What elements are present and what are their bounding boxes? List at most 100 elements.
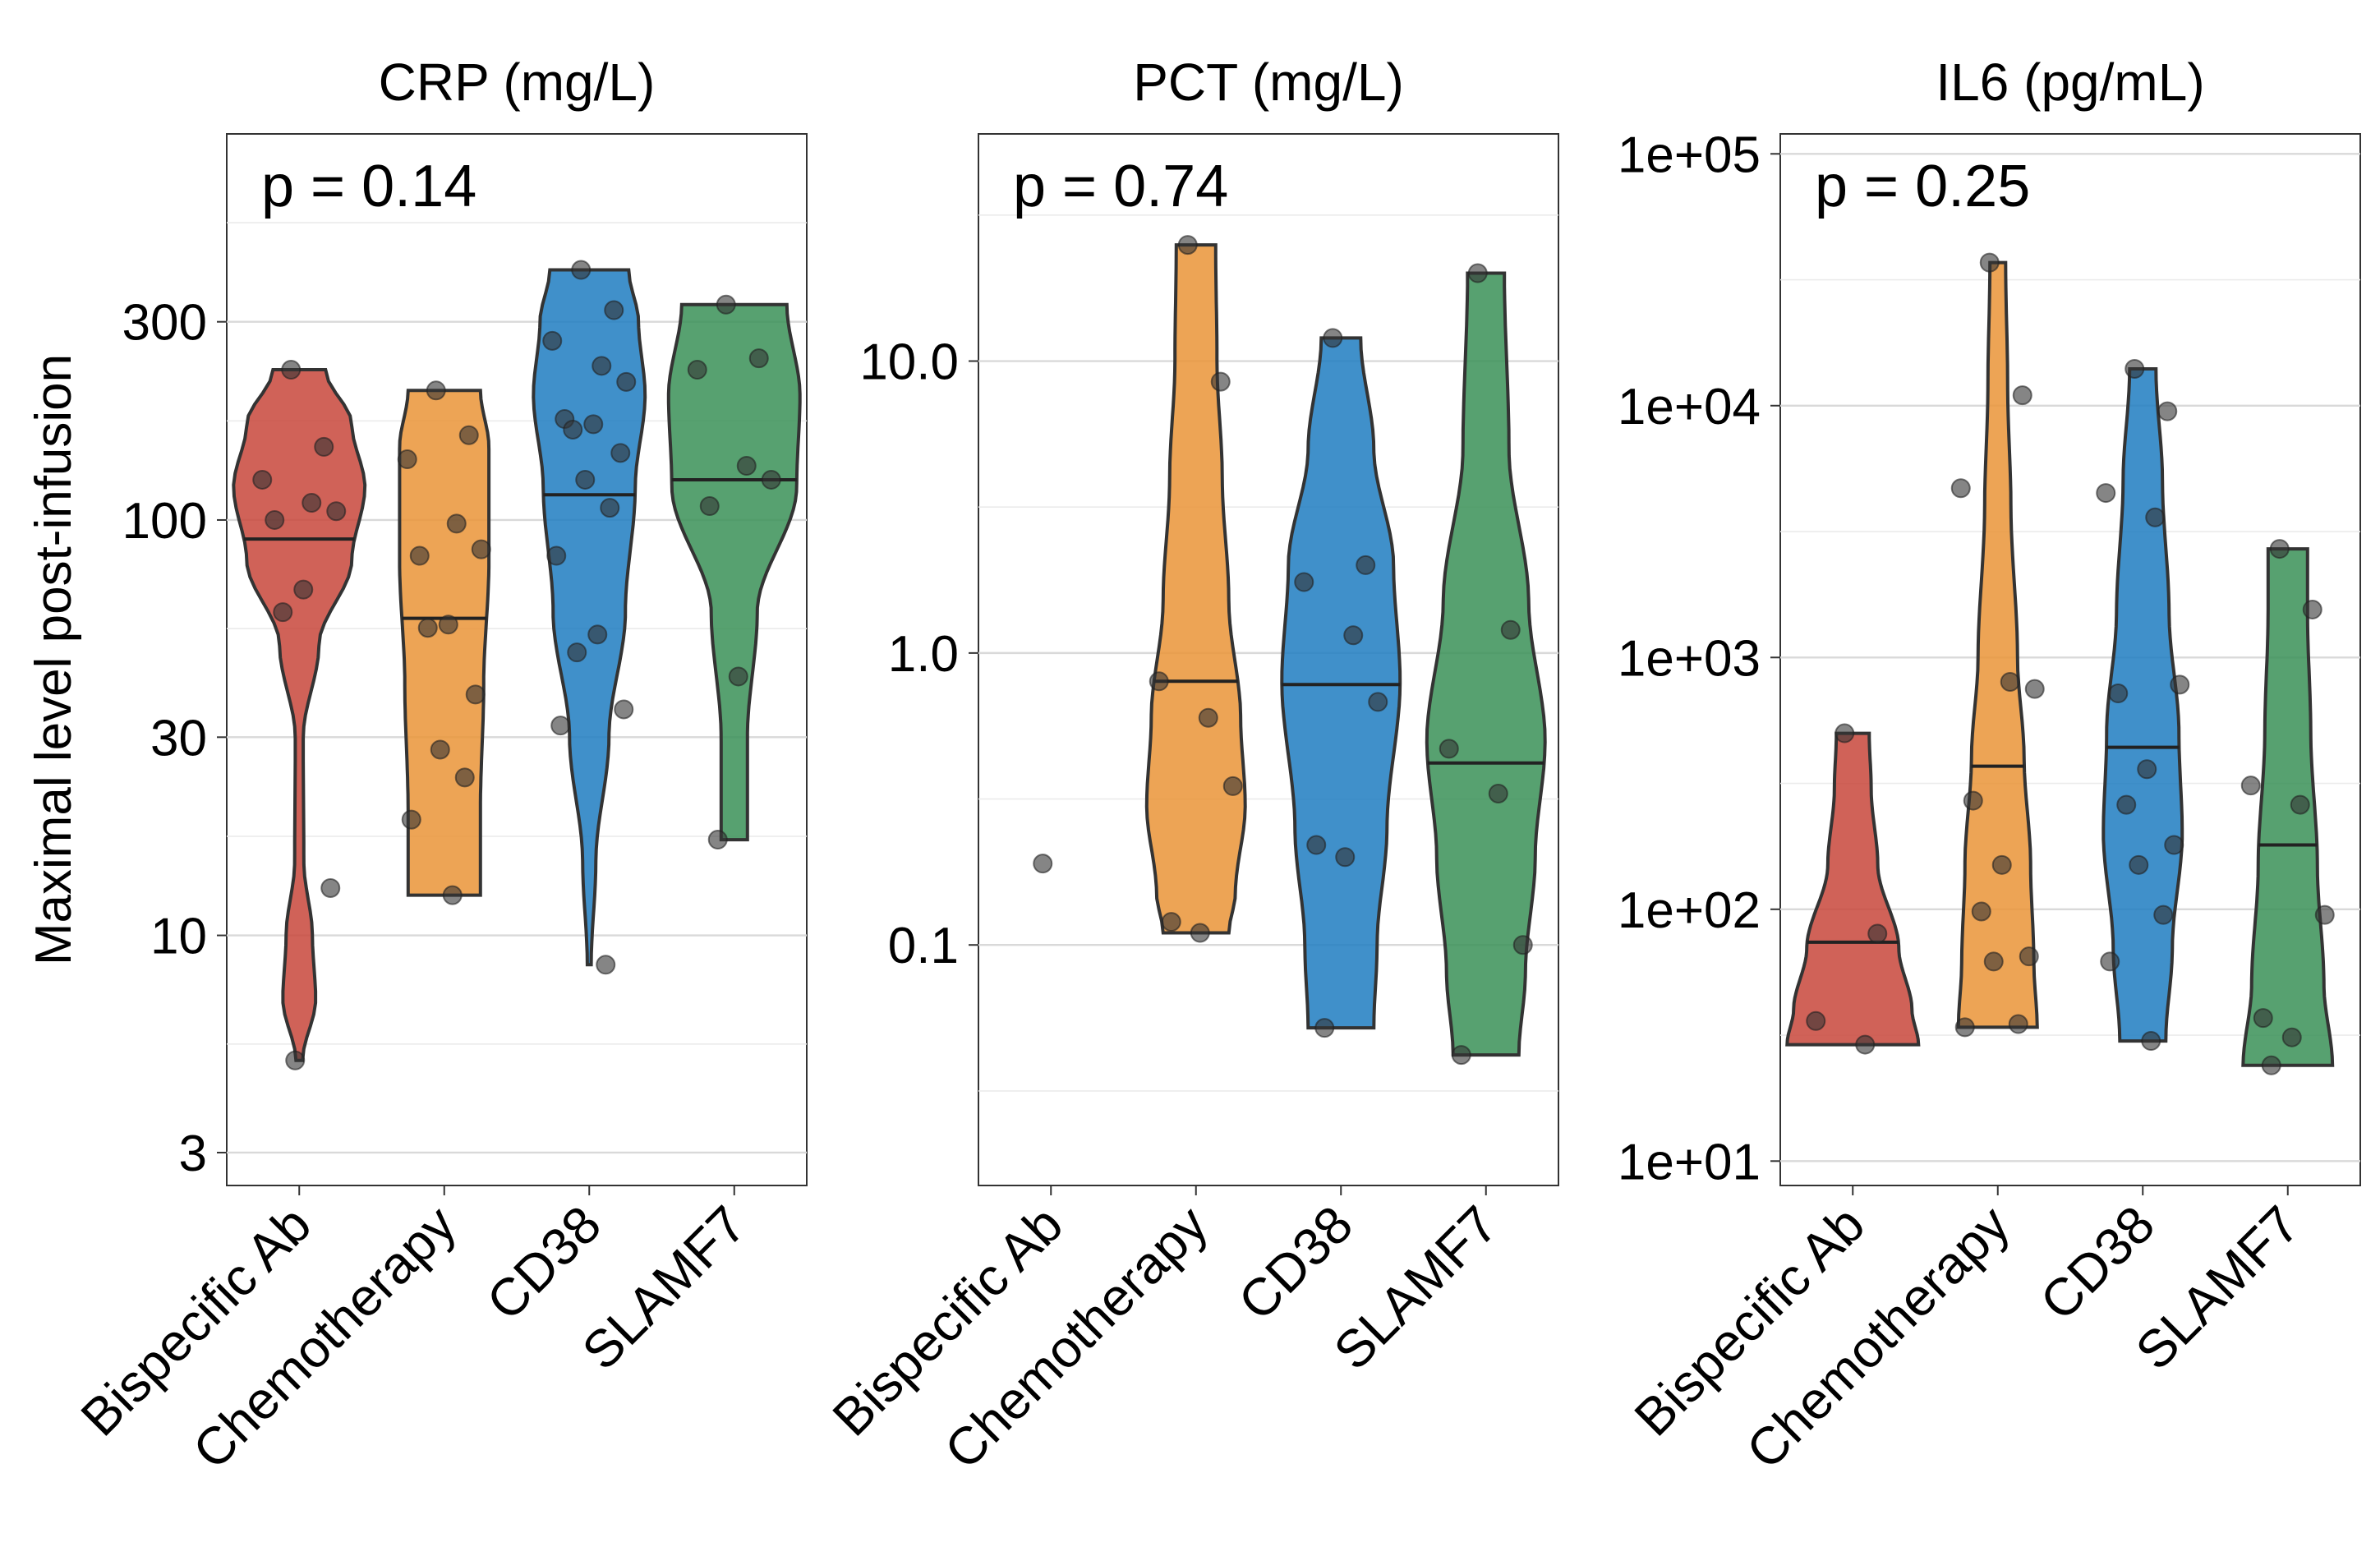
p-value-annotation: p = 0.74 <box>1013 154 1228 219</box>
x-tick-label: SLAMF7 <box>571 1195 757 1381</box>
y-tick-label: 10 <box>150 909 207 965</box>
data-point <box>1439 739 1459 759</box>
data-point <box>614 699 634 720</box>
data-point <box>2261 1055 2281 1075</box>
data-point <box>1500 619 1521 640</box>
data-point <box>1963 790 1983 811</box>
data-point <box>281 360 302 380</box>
p-value-annotation: p = 0.14 <box>261 154 476 219</box>
data-point <box>1323 328 1343 348</box>
data-point <box>583 414 604 435</box>
violin-slamf7 <box>666 302 802 842</box>
y-tick-label: 30 <box>150 710 207 766</box>
data-point <box>2108 684 2129 704</box>
group-chemotherapy <box>1950 252 2045 1038</box>
data-point <box>546 546 567 566</box>
data-point <box>1368 692 1388 712</box>
data-point <box>2100 951 2120 972</box>
data-point <box>2012 385 2032 406</box>
data-point <box>285 1050 306 1070</box>
data-point <box>302 493 322 513</box>
p-value-annotation: p = 0.25 <box>1815 154 2030 219</box>
data-point <box>1177 235 1198 255</box>
y-tick-label: 1e+05 <box>1618 127 1761 183</box>
y-tick-label: 1.0 <box>888 626 959 683</box>
data-point <box>1991 854 2012 875</box>
group-slamf7 <box>1425 263 1547 1066</box>
data-point <box>2000 671 2020 692</box>
data-point <box>458 425 479 445</box>
data-point <box>748 348 769 369</box>
data-point <box>575 469 596 490</box>
data-point <box>326 501 347 522</box>
data-point <box>2116 794 2137 815</box>
data-point <box>2141 1031 2161 1052</box>
group-cd38 <box>532 260 647 975</box>
data-point <box>442 885 463 905</box>
panel-title: IL6 (pg/mL) <box>1936 53 2204 112</box>
data-point <box>471 539 491 559</box>
data-point <box>728 666 748 687</box>
y-tick-label: 0.1 <box>888 918 959 974</box>
x-tick-label: SLAMF7 <box>2125 1195 2311 1381</box>
data-point <box>707 830 728 850</box>
data-point <box>571 260 592 280</box>
data-point <box>1294 572 1314 592</box>
data-point <box>2157 401 2178 421</box>
data-point <box>600 498 620 518</box>
group-bispecific-ab <box>1785 723 1921 1055</box>
data-point <box>699 496 720 517</box>
panel-title: CRP (mg/L) <box>379 53 656 112</box>
data-point <box>2137 759 2157 780</box>
y-tick-label: 1e+04 <box>1618 379 1761 435</box>
data-point <box>401 809 421 830</box>
data-point <box>2240 776 2261 796</box>
data-point <box>610 443 631 463</box>
violin-bispecific-ab <box>232 368 367 1062</box>
data-point <box>616 371 637 392</box>
data-point <box>409 546 430 566</box>
data-point <box>2302 599 2322 619</box>
data-point <box>465 684 486 705</box>
data-point <box>252 469 273 490</box>
data-point <box>2096 483 2116 504</box>
y-tick-label: 3 <box>179 1126 207 1182</box>
group-bispecific-ab <box>1033 854 1053 874</box>
y-tick-label: 1e+02 <box>1618 882 1761 939</box>
panel-title: PCT (mg/L) <box>1133 53 1404 112</box>
data-point <box>1161 912 1181 932</box>
data-point <box>1467 263 1488 283</box>
panel-3: 1e+01 1e+02 1e+03 1e+04 1e+05 IL6 (pg/mL) p = … <box>1618 53 2361 1480</box>
data-point <box>2008 1014 2028 1034</box>
y-tick-label: 300 <box>122 295 207 352</box>
data-point <box>1306 835 1327 855</box>
x-tick-label: Chemotherapy <box>933 1195 1219 1480</box>
x-tick-label: Chemotherapy <box>182 1195 467 1480</box>
violin-cd38 <box>532 268 647 967</box>
data-point <box>397 449 417 470</box>
data-point <box>2145 507 2166 527</box>
data-point <box>596 955 616 975</box>
group-bispecific-ab <box>232 360 367 1070</box>
y-tick-label: 100 <box>122 493 207 550</box>
data-point <box>736 456 757 476</box>
data-point <box>2253 1008 2273 1029</box>
data-point <box>1954 1017 1975 1038</box>
data-point <box>1356 555 1376 575</box>
x-tick-label: CD38 <box>2029 1195 2166 1332</box>
data-point <box>2019 946 2039 967</box>
data-point <box>1834 723 1855 743</box>
data-point <box>2170 674 2190 695</box>
data-point <box>2164 835 2184 855</box>
x-tick-label: SLAMF7 <box>1323 1195 1509 1381</box>
data-point <box>1314 1018 1335 1038</box>
data-point <box>567 642 587 663</box>
data-point <box>2129 854 2149 875</box>
violin-slamf7 <box>1425 271 1547 1057</box>
data-point <box>2269 539 2290 559</box>
data-point <box>426 380 446 401</box>
data-point <box>587 624 608 645</box>
data-point <box>1971 901 1991 922</box>
data-point <box>1149 671 1169 692</box>
